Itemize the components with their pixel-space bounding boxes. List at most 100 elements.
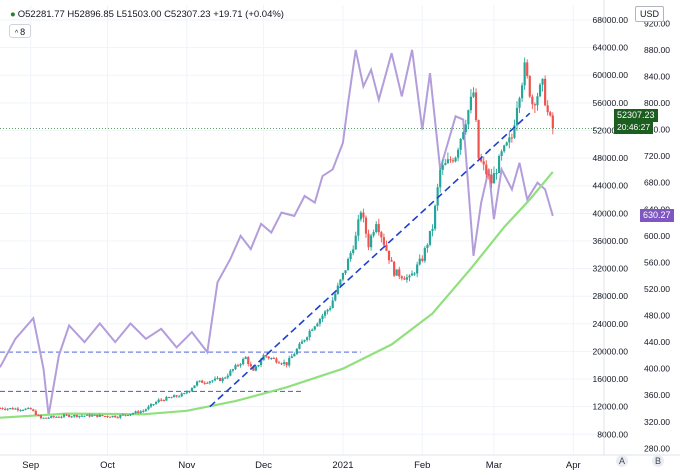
candle-body xyxy=(364,217,368,234)
candle-body xyxy=(482,161,485,165)
candle-body xyxy=(359,212,362,220)
candle-body xyxy=(229,370,232,376)
candle-body xyxy=(190,388,194,391)
y-right-tick-label: 600.00 xyxy=(644,231,670,241)
candle-body xyxy=(441,165,444,170)
candle-body xyxy=(201,380,204,383)
candle-body xyxy=(147,406,150,410)
settings-button[interactable]: B xyxy=(652,455,664,467)
candle-body xyxy=(88,414,91,417)
candle-body xyxy=(108,416,112,418)
candle-body xyxy=(116,417,119,419)
candle-body xyxy=(413,273,416,275)
candle-body xyxy=(78,415,81,417)
candle-body xyxy=(19,410,22,412)
candle-body xyxy=(152,404,155,406)
candle-body xyxy=(457,149,460,158)
y-left-tick-label: 8000.00 xyxy=(597,429,628,439)
candle-body xyxy=(80,415,83,417)
candle-body xyxy=(459,138,462,150)
candle-body xyxy=(216,378,219,380)
y-right-tick-label: 800.00 xyxy=(644,98,670,108)
candle-body xyxy=(533,104,536,106)
candle-body xyxy=(27,407,30,409)
y-right-tick-label: 680.00 xyxy=(644,178,670,188)
candle-body xyxy=(290,356,293,359)
y-right-tick-label: 400.00 xyxy=(644,364,670,374)
moving-average xyxy=(0,171,554,419)
candle-body xyxy=(321,315,324,319)
candle-body xyxy=(93,414,96,416)
candle-body xyxy=(331,300,334,309)
candle-body xyxy=(380,232,383,238)
candle-body xyxy=(160,399,163,401)
candle-body xyxy=(346,259,350,271)
candle-body xyxy=(68,415,71,417)
x-tick-label: Oct xyxy=(100,460,115,471)
candle-body xyxy=(221,378,224,381)
y-left-tick-label: 24000.00 xyxy=(593,319,629,329)
y-left-tick-label: 60000.00 xyxy=(593,70,629,80)
candle-body xyxy=(208,381,211,383)
candle-body xyxy=(247,357,250,365)
candle-body xyxy=(318,318,322,324)
candle-body xyxy=(541,78,544,85)
candle-body xyxy=(131,413,135,415)
candle-body xyxy=(387,250,391,261)
candle-body xyxy=(449,159,452,161)
candle-body xyxy=(170,397,173,399)
candle-body xyxy=(469,96,473,111)
x-tick-label: Dec xyxy=(255,460,272,471)
candle-body xyxy=(224,377,227,379)
candle-body xyxy=(165,397,168,401)
candle-body xyxy=(510,137,513,139)
candle-body xyxy=(398,269,401,277)
candle-body xyxy=(211,380,214,382)
candle-body xyxy=(1,408,4,410)
secondary-series xyxy=(0,49,554,416)
x-tick-label: Nov xyxy=(178,460,195,471)
candle-body xyxy=(70,416,73,418)
currency-button[interactable]: USD xyxy=(634,6,664,22)
y-right-tick-label: 880.00 xyxy=(644,45,670,55)
candle-body xyxy=(487,174,490,176)
y-left-tick-label: 48000.00 xyxy=(593,153,629,163)
series-dot-icon: ● xyxy=(10,9,16,20)
candle-body xyxy=(157,399,160,403)
y-right-tick-label: 360.00 xyxy=(644,390,670,400)
candle-body xyxy=(300,341,304,344)
candle-body xyxy=(252,366,255,371)
candle-body xyxy=(349,253,352,260)
candle-body xyxy=(114,415,117,418)
candle-body xyxy=(62,414,66,417)
candle-body xyxy=(234,365,237,370)
candle-body xyxy=(101,414,104,416)
candle-body xyxy=(477,120,480,159)
candle-body xyxy=(272,358,275,360)
y-left-tick-label: 40000.00 xyxy=(593,208,629,218)
secondary-last-tag: 630.27 xyxy=(640,209,674,222)
candle-body xyxy=(242,358,245,365)
candle-body xyxy=(42,417,45,419)
candle-body xyxy=(462,132,465,139)
candle-body xyxy=(538,84,542,97)
candle-body xyxy=(344,270,347,273)
candle-body xyxy=(167,397,171,399)
indicator-toggle-button[interactable]: ^ 8 xyxy=(9,24,31,38)
candle-body xyxy=(490,174,493,184)
candle-body xyxy=(523,62,526,86)
candle-body xyxy=(385,244,388,251)
countdown-tag: 20:46:27 xyxy=(614,121,654,134)
x-tick-label: Apr xyxy=(566,460,581,471)
candle-body xyxy=(149,404,153,407)
candle-body xyxy=(518,98,521,108)
auto-scale-button[interactable]: A xyxy=(616,455,628,467)
candle-body xyxy=(9,408,12,410)
candle-body xyxy=(303,339,306,342)
candle-body xyxy=(195,381,199,386)
y-left-tick-label: 12000.00 xyxy=(593,402,629,412)
candle-body xyxy=(188,390,191,393)
candle-body xyxy=(121,414,124,416)
